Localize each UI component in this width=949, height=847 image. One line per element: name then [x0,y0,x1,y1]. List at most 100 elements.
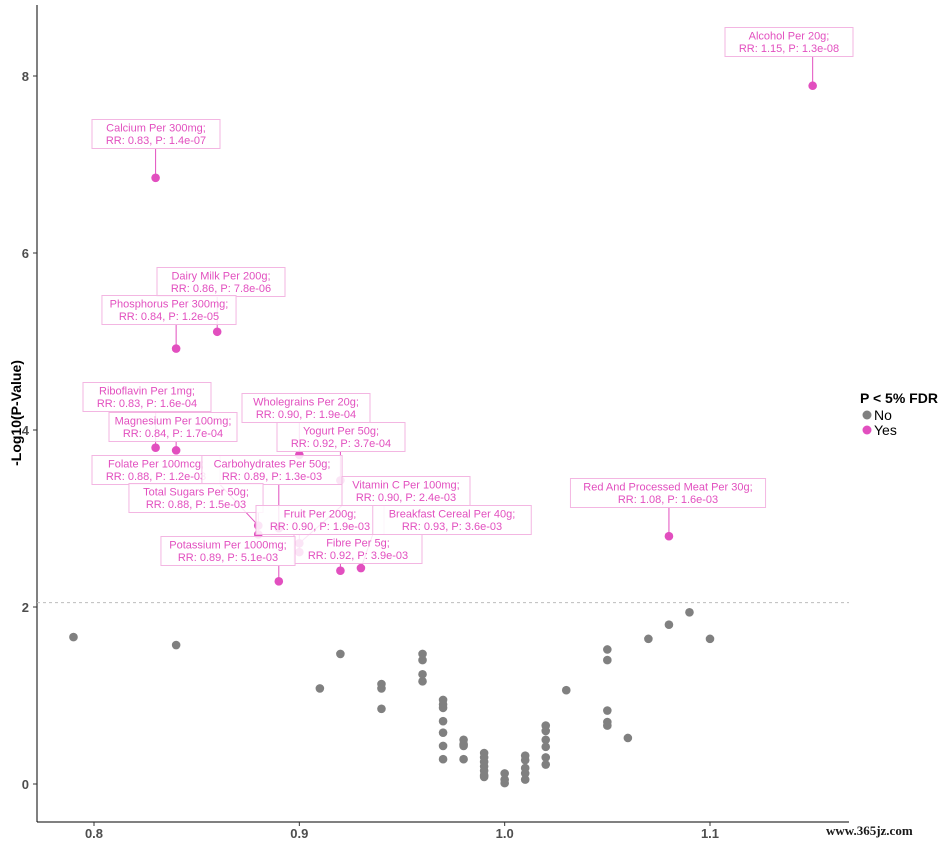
non-significant-point [520,755,530,765]
legend-label-yes: Yes [874,422,897,438]
point-label: Vitamin C Per 100mg;RR: 0.90, P: 2.4e-03 [299,476,471,544]
non-significant-point [459,754,468,764]
non-significant-point [459,741,468,751]
non-significant-point [438,716,448,726]
non-significant-point [541,742,551,752]
non-significant-point [69,632,78,642]
label-box [241,393,371,423]
label-text: Fruit Per 200g; [284,509,357,521]
label-text: Yogurt Per 50g; [303,426,379,438]
legend-title: P < 5% FDR [860,390,938,406]
non-significant-point [603,655,612,665]
non-significant-point [541,735,551,745]
label-text: RR: 1.08, P: 1.6e-03 [618,494,718,506]
label-text: Total Sugars Per 50g; [143,487,249,499]
label-box [341,476,471,506]
x-tick-label: 0.9 [290,826,308,841]
label-text: Fibre Per 5g; [326,538,390,550]
point-label: Riboflavin Per 1mg;RR: 0.83, P: 1.6e-04 [82,382,212,448]
point-label: Phosphorus Per 300mg;RR: 0.84, P: 1.2e-0… [101,295,237,349]
label-text: RR: 0.88, P: 1.5e-03 [146,499,246,511]
label-text: Dairy Milk Per 200g; [171,271,270,283]
label-box [372,505,532,535]
label-text: Potassium Per 1000mg; [169,540,286,552]
significant-point [171,344,181,353]
non-significant-point [418,677,427,686]
point-label: Yogurt Per 50g;RR: 0.92, P: 3.7e-04 [276,422,406,481]
label-box [82,382,212,412]
label-text: RR: 1.15, P: 1.3e-08 [739,43,839,55]
label-text: RR: 0.93, P: 3.6e-03 [402,521,502,533]
non-significant-point [541,753,551,762]
non-significant-point [500,769,509,778]
non-significant-point [418,655,427,665]
label-text: RR: 0.89, P: 5.1e-03 [178,552,278,564]
y-tick-label: 2 [22,600,29,615]
non-significant-point [315,684,325,693]
x-tick-label: 1.1 [701,826,719,841]
non-significant-point [520,775,530,784]
label-text: Folate Per 100mcg; [108,459,204,471]
label-box [276,422,406,452]
point-label: Fruit Per 200g;RR: 0.90, P: 1.9e-03 [255,505,385,553]
non-significant-point [541,726,551,736]
label-text: RR: 0.84, P: 1.7e-04 [123,428,223,440]
label-box [156,267,286,297]
label-box [91,455,221,485]
label-text: Magnesium Per 100mg; [115,416,232,428]
non-significant-point [623,733,633,743]
x-tick-label: 1.0 [496,826,514,841]
non-significant-point [171,640,181,650]
non-significant-point [644,634,653,644]
y-tick-label: 0 [22,777,29,792]
legend: P < 5% FDR No Yes [860,390,938,438]
non-significant-point [520,769,530,778]
label-box [108,412,238,442]
label-text: Alcohol Per 20g; [749,31,830,43]
label-box [293,534,423,564]
label-text: RR: 0.89, P: 1.3e-03 [222,471,322,483]
label-text: RR: 0.84, P: 1.2e-05 [119,311,219,323]
non-significant-point [500,778,509,788]
label-box [160,536,296,566]
legend-marker-yes [862,425,872,435]
significant-point [171,446,181,455]
non-significant-point [438,703,448,713]
label-text: Vitamin C Per 100mg; [352,480,459,492]
label-box [201,455,343,485]
non-significant-point [685,608,694,617]
label-text: RR: 0.83, P: 1.6e-04 [97,398,197,410]
y-tick-label: 8 [22,69,29,84]
non-significant-point [418,669,427,679]
label-box [128,483,264,513]
non-significant-point [561,685,571,695]
non-significant-point [479,772,489,782]
label-text: RR: 0.92, P: 3.9e-03 [308,550,408,562]
label-text: Riboflavin Per 1mg; [99,386,195,398]
label-box [255,505,385,535]
non-significant-point [377,704,386,714]
label-text: Calcium Per 300mg; [106,123,206,135]
label-box [724,27,854,57]
non-significant-point [603,721,612,730]
label-text: Wholegrains Per 20g; [253,397,359,409]
point-label: Total Sugars Per 50g;RR: 0.88, P: 1.5e-0… [128,483,264,535]
label-box [569,478,767,508]
label-text: RR: 0.92, P: 3.7e-04 [291,438,391,450]
non-significant-point [541,760,551,769]
point-label: Calcium Per 300mg;RR: 0.83, P: 1.4e-07 [91,119,221,178]
label-text: Red And Processed Meat Per 30g; [583,482,752,494]
label-box [91,119,221,149]
y-tick-label: 4 [22,423,30,438]
x-tick-label: 0.8 [85,826,103,841]
point-label: Folate Per 100mcg;RR: 0.88, P: 1.2e-03 [91,455,259,526]
legend-marker-no [862,410,872,420]
y-tick-label: 6 [22,246,29,261]
label-text: Carbohydrates Per 50g; [214,459,331,471]
non-significant-point [603,645,612,654]
label-text: RR: 0.90, P: 1.9e-04 [256,409,356,421]
label-text: RR: 0.90, P: 2.4e-03 [356,492,456,504]
label-text: RR: 0.86, P: 7.8e-06 [171,283,271,295]
label-box [101,295,237,325]
